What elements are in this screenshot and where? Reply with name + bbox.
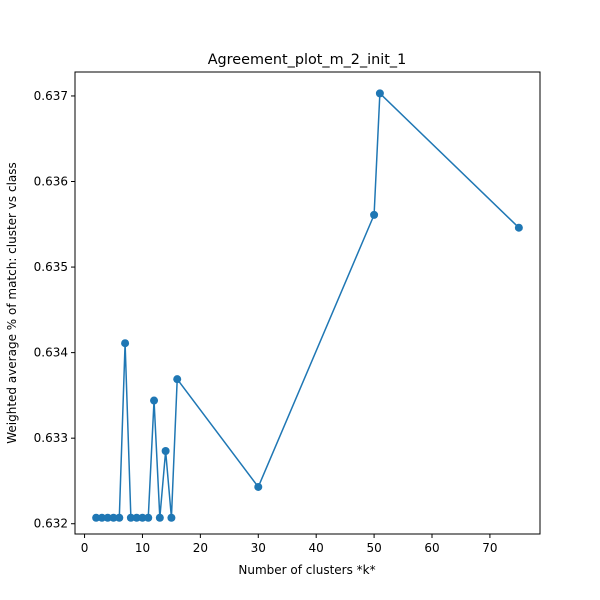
axes-frame	[74, 71, 541, 535]
data-point	[138, 513, 147, 522]
plot-area: 0 10 20 30 40 50 60 70 0.632 0.633 0.634 0.635 0.636…	[34, 71, 541, 555]
y-tick-label: 0.633	[34, 431, 68, 445]
data-point	[103, 513, 112, 522]
data-point	[144, 513, 153, 522]
x-tick-label: 0	[81, 541, 89, 555]
y-tick-label: 0.635	[34, 260, 68, 274]
x-tick-label: 70	[482, 541, 497, 555]
x-tick-label: 10	[135, 541, 150, 555]
data-point	[121, 339, 130, 348]
y-tick-label: 0.637	[34, 89, 68, 103]
y-tick-label: 0.632	[34, 517, 68, 531]
y-tick-label: 0.636	[34, 175, 68, 189]
data-point	[92, 513, 101, 522]
x-tick-label: 20	[193, 541, 208, 555]
x-axis-label: Number of clusters *k*	[238, 563, 375, 577]
y-tick-label: 0.634	[34, 346, 68, 360]
data-point	[97, 513, 106, 522]
x-tick-label: 40	[309, 541, 324, 555]
data-point	[370, 210, 379, 219]
data-point	[109, 513, 118, 522]
data-point	[126, 513, 135, 522]
x-tick-label: 30	[251, 541, 266, 555]
data-point	[167, 513, 176, 522]
chart-title: Agreement_plot_m_2_init_1	[208, 52, 407, 68]
data-point	[254, 482, 263, 491]
data-point	[173, 375, 182, 384]
data-point	[155, 513, 164, 522]
data-point	[150, 396, 159, 405]
x-tick-label: 50	[366, 541, 381, 555]
data-point	[132, 513, 141, 522]
x-tick-label: 60	[424, 541, 439, 555]
data-point	[375, 89, 384, 98]
y-axis-label: Weighted average % of match: cluster vs …	[5, 162, 19, 444]
data-point	[115, 513, 124, 522]
data-point	[161, 447, 170, 456]
data-point	[514, 223, 523, 232]
